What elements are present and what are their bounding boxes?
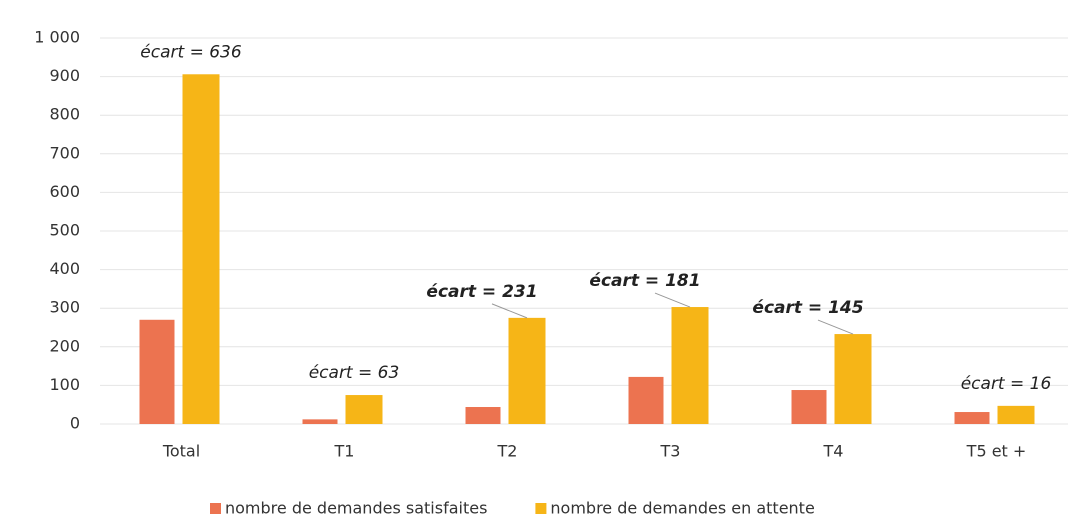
annotation-leader — [654, 292, 691, 308]
legend-swatch — [535, 503, 547, 514]
y-tick-label: 200 — [49, 336, 80, 355]
y-tick-label: 800 — [49, 105, 80, 124]
annotation: écart = 181 — [589, 271, 700, 291]
y-tick-label: 300 — [49, 298, 80, 317]
annotation: écart = 636 — [140, 42, 242, 62]
annotation: écart = 16 — [961, 374, 1052, 394]
y-tick-label: 700 — [49, 143, 80, 162]
bar — [182, 74, 220, 424]
legend-swatch — [210, 503, 221, 514]
bar — [834, 334, 872, 424]
bar — [139, 319, 175, 424]
x-tick-label: T1 — [334, 442, 355, 461]
bar — [465, 407, 501, 424]
x-tick-label: T5 et + — [966, 442, 1027, 461]
bar — [302, 419, 338, 424]
y-tick-label: 1 000 — [34, 28, 80, 47]
x-tick-label: T3 — [660, 442, 681, 461]
annotation-leader — [491, 303, 528, 319]
y-tick-label: 100 — [49, 375, 80, 394]
legend-label: nombre de demandes satisfaites — [225, 499, 487, 518]
y-tick-label: 600 — [49, 182, 80, 201]
annotation: écart = 145 — [752, 298, 863, 318]
x-tick-label: T2 — [497, 442, 518, 461]
y-tick-label: 400 — [49, 259, 80, 278]
bar — [997, 405, 1035, 424]
bar — [508, 317, 546, 424]
y-tick-label: 0 — [70, 414, 80, 433]
bar — [791, 390, 827, 424]
x-tick-label: T4 — [823, 442, 844, 461]
annotation: écart = 63 — [309, 363, 400, 383]
annotation-leader — [817, 319, 854, 335]
y-tick-label: 900 — [49, 66, 80, 85]
bar — [671, 307, 709, 424]
legend-label: nombre de demandes en attente — [550, 499, 814, 518]
bar — [345, 395, 383, 424]
bar — [628, 376, 664, 424]
annotation: écart = 231 — [426, 282, 537, 302]
y-tick-label: 500 — [49, 221, 80, 240]
bar — [954, 412, 990, 424]
x-tick-label: Total — [162, 442, 200, 461]
